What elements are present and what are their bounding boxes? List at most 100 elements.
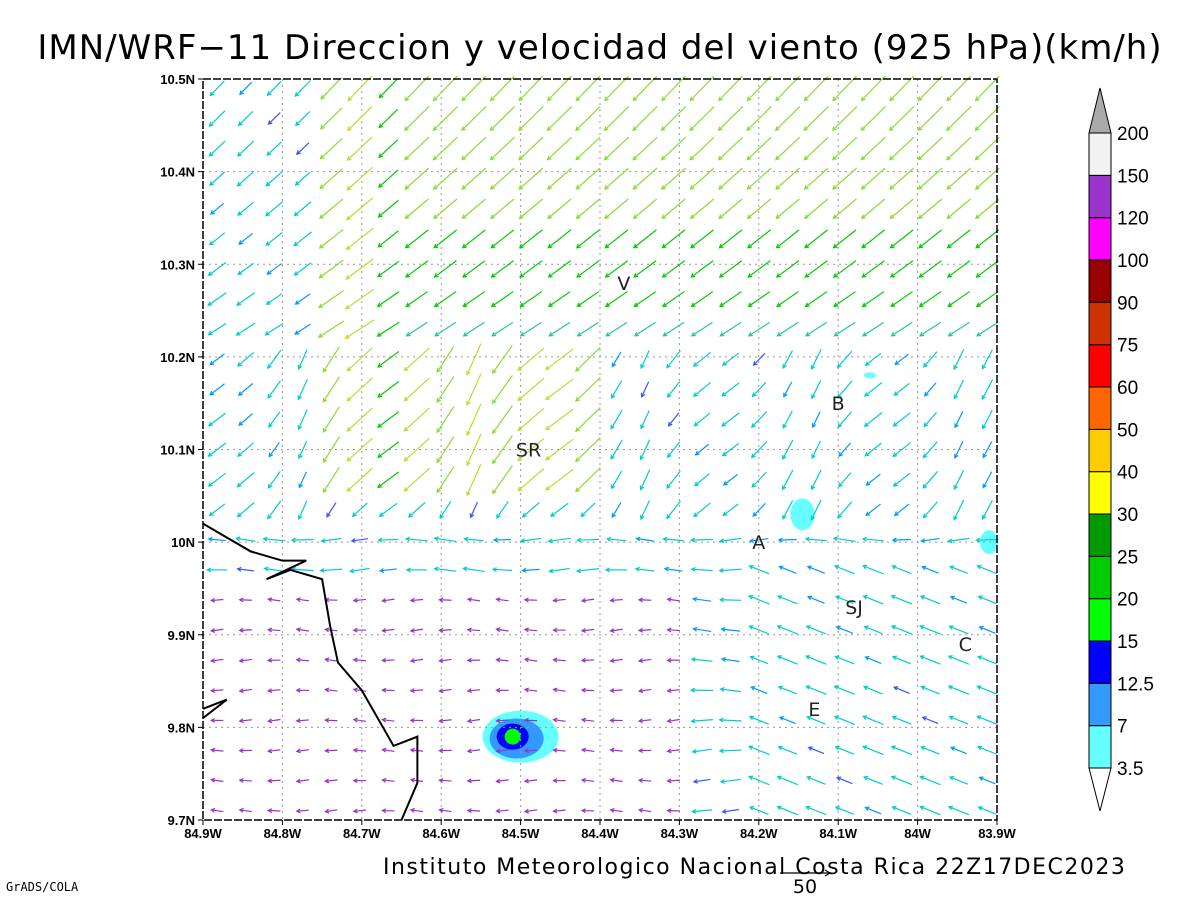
wind-arrow-head (804, 536, 810, 542)
wind-arrow (518, 229, 543, 249)
wind-arrow-shaft (640, 439, 651, 460)
wind-arrow-shaft (981, 349, 994, 369)
wind-arrow-shaft (296, 142, 310, 155)
wind-arrow-head (947, 805, 954, 811)
wind-arrow-head (295, 597, 301, 603)
x-tick-label: 84.8W (264, 826, 302, 841)
wind-arrow-shaft (404, 136, 430, 161)
wind-arrow-head (833, 564, 840, 570)
wind-arrow-head (209, 390, 215, 396)
wind-arrow (920, 537, 940, 544)
wind-arrow-shaft (208, 322, 227, 336)
wind-arrow-head (721, 809, 727, 814)
wind-arrow-shaft (410, 598, 424, 602)
wind-arrow (404, 229, 429, 249)
wind-arrow-head (238, 718, 244, 724)
wind-arrow-head (523, 627, 529, 633)
colorbar-swatch (1088, 428, 1112, 473)
wind-arrow-head (891, 715, 897, 721)
wind-arrow (491, 567, 513, 572)
wind-arrow (208, 412, 226, 427)
wind-arrow-shaft (298, 471, 307, 488)
wind-arrow (888, 106, 915, 132)
wind-arrow-head (381, 598, 387, 603)
wind-arrow-shaft (834, 565, 855, 575)
wind-arrow-shaft (718, 75, 743, 101)
wind-arrow (804, 260, 828, 278)
city-label: V (617, 273, 630, 295)
wind-arrow-head (832, 243, 838, 249)
wind-arrow (863, 625, 883, 635)
wind-arrow (580, 657, 595, 663)
wind-arrow-shaft (977, 565, 998, 575)
wind-arrow-shaft (322, 406, 340, 433)
wind-arrow-head (892, 686, 899, 691)
wind-arrow-head (236, 482, 242, 488)
wind-arrow-head (438, 597, 444, 603)
wind-arrow-head (466, 491, 471, 497)
wind-arrow-head (953, 365, 958, 371)
wind-arrow-shaft (492, 405, 513, 434)
wind-arrow-shaft (692, 809, 713, 813)
wind-arrow-head (438, 658, 444, 664)
wind-arrow (776, 595, 798, 605)
wind-arrow-head (782, 423, 787, 429)
wind-arrow-shaft (268, 749, 281, 752)
wind-arrow-shaft (947, 260, 971, 278)
wind-arrow (604, 229, 629, 249)
wind-arrow (495, 808, 509, 814)
wind-arrow (975, 260, 999, 278)
wind-arrow-shaft (433, 167, 458, 190)
wind-arrow-head (752, 361, 758, 367)
wind-arrow (322, 466, 340, 494)
wind-arrow (319, 567, 343, 573)
wind-arrow-shaft (548, 537, 571, 542)
wind-arrow-head (635, 536, 641, 542)
wind-arrow-shaft (466, 463, 482, 496)
wind-arrow (609, 628, 623, 633)
wind-arrow-shaft (753, 352, 766, 366)
wind-arrow-head (517, 456, 523, 462)
wind-arrow (318, 259, 344, 279)
wind-arrow-shaft (693, 502, 711, 517)
wind-arrow (865, 473, 881, 486)
wind-arrow-head (377, 242, 383, 248)
wind-arrow-head (466, 778, 472, 784)
wind-arrow-shaft (982, 441, 993, 458)
wind-arrow (976, 564, 998, 575)
wind-arrow-shaft (948, 806, 970, 816)
wind-arrow-shaft (325, 779, 338, 782)
wind-arrow-shaft (294, 80, 311, 97)
wind-arrow-head (381, 777, 387, 783)
wind-arrow-shaft (550, 502, 569, 517)
wind-arrow (491, 405, 513, 435)
wind-arrow (293, 201, 312, 217)
wind-arrow-head (890, 302, 896, 308)
wind-arrow-shaft (746, 106, 772, 131)
wind-arrow-head (782, 363, 787, 370)
wind-arrow (976, 321, 999, 337)
wind-arrow-head (405, 331, 411, 337)
wind-arrow (547, 229, 572, 249)
wind-arrow (404, 136, 430, 161)
wind-arrow-head (775, 96, 780, 102)
wind-arrow-shaft (976, 538, 999, 541)
wind-arrow-shaft (405, 229, 429, 249)
wind-arrow-head (489, 126, 495, 132)
wind-arrow-head (666, 657, 672, 663)
x-tick-label: 84.7W (343, 826, 381, 841)
wind-arrow-shaft (721, 382, 740, 397)
colorbar-swatch (1088, 217, 1112, 261)
wind-arrow-shaft (545, 438, 574, 461)
wind-arrow-shaft (209, 80, 225, 96)
wind-arrow-head (889, 214, 895, 220)
wind-arrow (692, 381, 712, 397)
colorbar-swatch (1088, 344, 1112, 388)
wind-arrow (546, 136, 572, 161)
wind-arrow-head (718, 214, 724, 220)
wind-arrow-shaft (748, 291, 771, 307)
wind-arrow-head (461, 96, 467, 102)
wind-arrow-head (352, 627, 358, 633)
wind-arrow (719, 321, 742, 337)
wind-arrow-head (835, 625, 841, 631)
